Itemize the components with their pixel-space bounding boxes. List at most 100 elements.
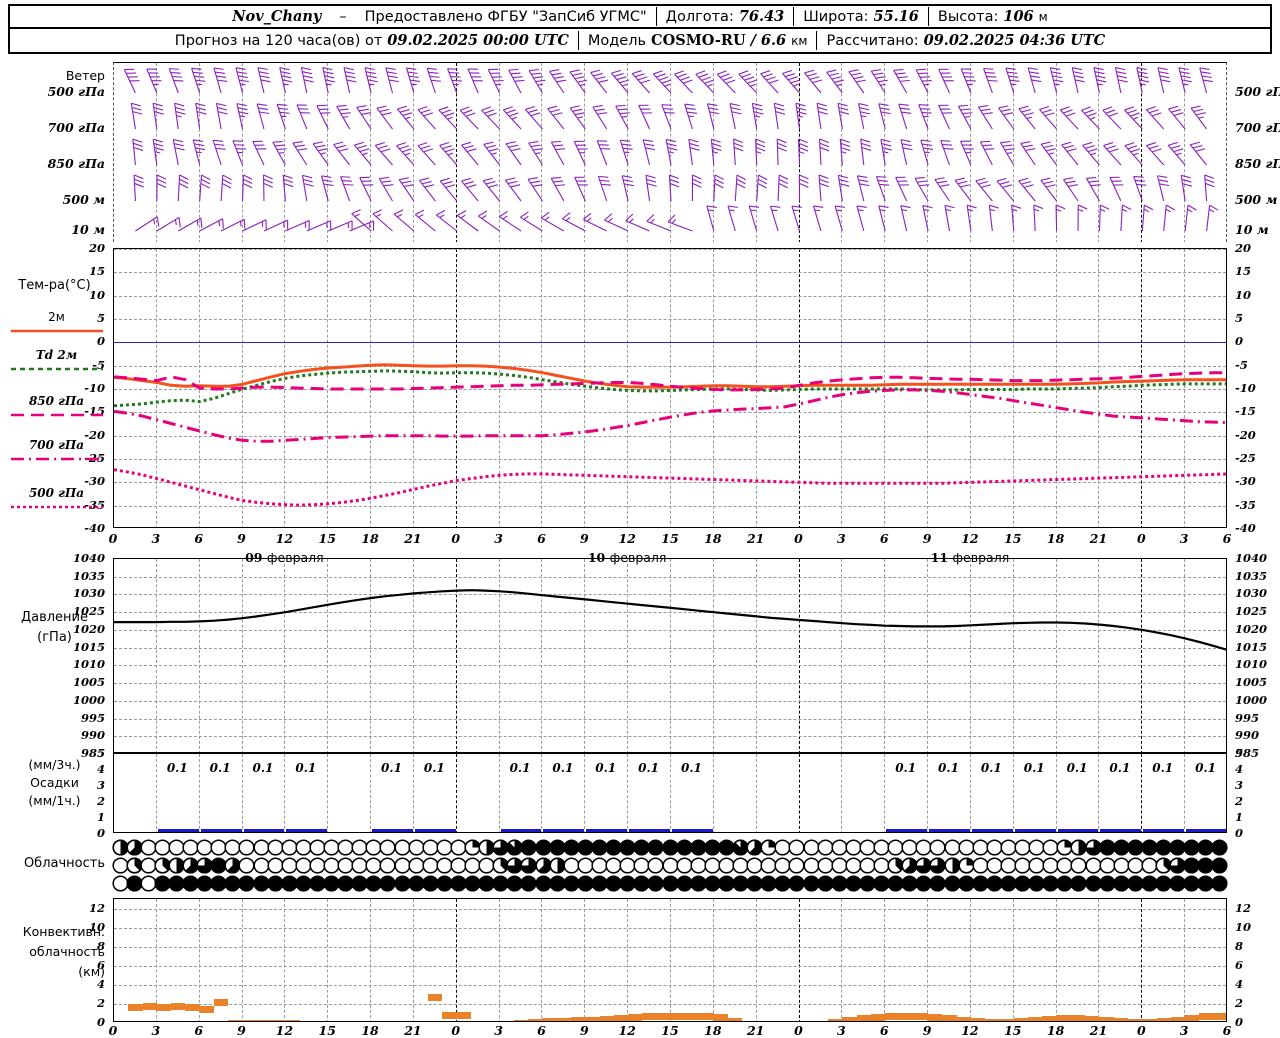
precip-value-1: 0.1 [210, 761, 231, 775]
conv-bar-35 [614, 1015, 628, 1022]
temp-ytick-left-0: 0 [67, 334, 105, 348]
conv-bar-63 [1014, 1018, 1028, 1022]
conv-bar-19 [385, 1021, 399, 1022]
grid-line [242, 754, 243, 833]
grid-line [413, 754, 414, 833]
xaxis-hour-label-13: 15 [661, 531, 678, 546]
grid-line [884, 754, 885, 833]
header-dash: – [330, 9, 355, 25]
xaxis-bottom-hour-label-8: 0 [451, 1023, 460, 1038]
conv-bar-74 [1171, 1017, 1185, 1022]
wind-level-label-left-2: 850 гПа [0, 156, 105, 171]
temp-ytick-left-20: 20 [67, 241, 105, 255]
xaxis-hour-label-14: 18 [704, 531, 721, 546]
wind-level-label-left-3: 500 м [0, 192, 105, 207]
precip-panel-title-2: Осадки [4, 775, 105, 790]
temp-legend-swatch-0 [11, 328, 103, 334]
temp-legend-swatch-1 [11, 366, 103, 372]
precip-ytick-right-5: 5 [1235, 746, 1243, 760]
latitude-value: 55.16 [873, 8, 918, 25]
grid-line [841, 754, 842, 833]
xaxis-hour-label-15: 21 [747, 531, 764, 546]
precip-value-12: 0.1 [938, 761, 959, 775]
pressure-ytick-right-1015: 1015 [1235, 640, 1267, 654]
wind-level-label-left-1: 700 гПа [0, 120, 105, 135]
grid-line [114, 966, 1226, 967]
temp-legend-swatch-3 [11, 456, 103, 462]
conv-bar-58 [942, 1015, 956, 1022]
temp-ytick-right-10: 10 [1235, 288, 1251, 302]
conv-bar-57 [928, 1014, 942, 1021]
conv-bar-12 [285, 1020, 299, 1022]
model-name: COSMO-RU [651, 32, 746, 49]
conv-bar-51 [842, 1017, 856, 1022]
conv-bar-2 [143, 1003, 157, 1010]
precip-bar-4 [372, 829, 413, 832]
precip-value-16: 0.1 [1109, 761, 1130, 775]
xaxis-bottom-hour-label-19: 9 [923, 1023, 932, 1038]
precip-value-18: 0.1 [1195, 761, 1216, 775]
provider-text: Предоставлено ФГБУ "ЗапСиб УГМС" [356, 9, 656, 25]
xaxis-bottom-hour-label-10: 6 [537, 1023, 546, 1038]
precip-bar-9 [629, 829, 670, 832]
conv-bar-40 [685, 1013, 699, 1020]
conv-bar-33 [585, 1017, 599, 1022]
conv-bar-59 [957, 1017, 971, 1022]
temperature-panel [113, 248, 1227, 528]
conv-bar-66 [1057, 1015, 1071, 1022]
xaxis-bottom-hour-label-12: 12 [618, 1023, 635, 1038]
station-name: Nov_Chany [223, 8, 330, 25]
longitude-value: 76.43 [739, 8, 784, 25]
day-divider [799, 754, 800, 833]
calc-field: Рассчитано: 09.02.2025 04:36 UTC [817, 32, 1114, 49]
temp-ytick-right-5: 5 [1235, 311, 1243, 325]
altitude-field: Высота: 106 м [929, 8, 1057, 25]
temp-ytick-left-5: 5 [67, 311, 105, 325]
conv-bar-34 [600, 1016, 614, 1022]
precip-panel-title-3: (мм/1ч.) [4, 793, 105, 808]
pressure-ytick-right-995: 995 [1235, 711, 1259, 725]
grid-line [1013, 754, 1014, 833]
conv-bar-69 [1099, 1017, 1113, 1022]
xaxis-bottom-hour-label-17: 3 [837, 1023, 846, 1038]
pressure-ytick-right-1035: 1035 [1235, 569, 1267, 583]
conv-bar-62 [999, 1019, 1013, 1022]
xaxis-hour-label-11: 9 [580, 531, 589, 546]
xaxis-bottom-hour-label-5: 15 [319, 1023, 336, 1038]
conv-bar-61 [985, 1019, 999, 1022]
precip-bar-18 [1186, 829, 1227, 832]
xaxis-bottom-hour-label-1: 3 [151, 1023, 160, 1038]
pressure-ytick-right-1040: 1040 [1235, 551, 1267, 565]
temp-ytick-right-20: 20 [1235, 241, 1251, 255]
conv-bar-43 [728, 1018, 742, 1022]
temp-ytick-left--40: -40 [67, 521, 105, 535]
model-slash: / [751, 32, 756, 49]
cloudiness-panel-title: Облачность [0, 856, 105, 871]
conv-bar-29 [528, 1019, 542, 1022]
conv-bar-7 [214, 999, 228, 1006]
temp-ytick-right--10: -10 [1235, 381, 1256, 395]
wind-level-label-right-1: 700 гПа [1235, 120, 1280, 135]
wind-level-label-right-3: 500 м [1235, 192, 1277, 207]
grid-line [1184, 754, 1185, 833]
conv-bar-27 [500, 1021, 514, 1022]
grid-line [670, 754, 671, 833]
longitude-label: Долгота: [666, 9, 734, 25]
temp-ytick-right--5: -5 [1235, 358, 1248, 372]
convective-panel-title-2: облачность [0, 944, 105, 959]
pressure-ytick-right-990: 990 [1235, 728, 1259, 742]
cloud-symbol-low [1211, 875, 1228, 892]
conv-bar-56 [914, 1013, 928, 1020]
xaxis-hour-label-7: 21 [404, 531, 421, 546]
precip-bar-11 [886, 829, 927, 832]
temp-ytick-left--10: -10 [67, 381, 105, 395]
xaxis-hour-label-19: 9 [923, 531, 932, 546]
conv-bar-76 [1199, 1013, 1213, 1020]
xaxis-bottom-hour-label-22: 18 [1047, 1023, 1064, 1038]
longitude-field: Долгота: 76.43 [657, 8, 794, 25]
temp-ytick-right-0: 0 [1235, 334, 1243, 348]
grid-line [541, 754, 542, 833]
pressure-ytick-left-1035: 1035 [61, 569, 105, 583]
precip-value-15: 0.1 [1067, 761, 1088, 775]
conv-bar-60 [971, 1018, 985, 1022]
